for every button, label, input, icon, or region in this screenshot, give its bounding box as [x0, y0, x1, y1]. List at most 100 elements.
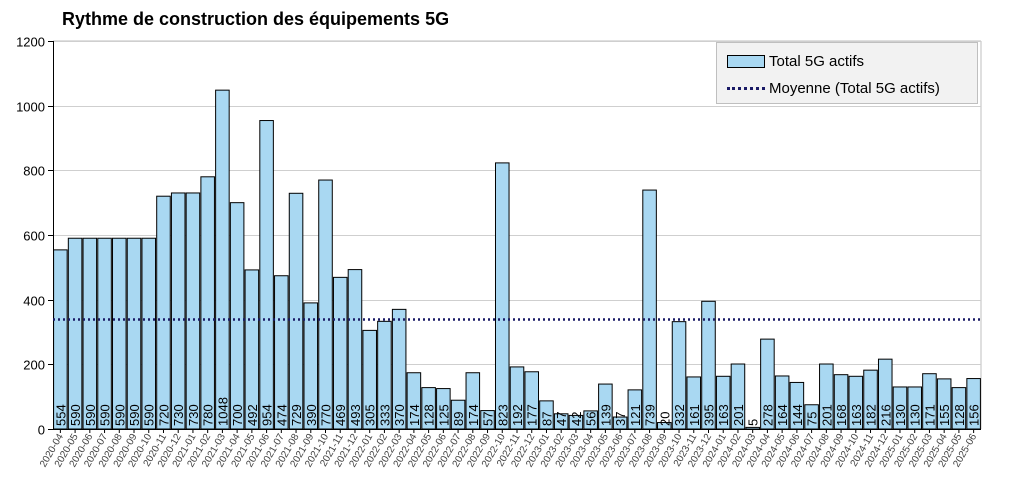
bar-value-label: 493 [348, 404, 363, 426]
bar-value-label: 182 [864, 404, 879, 426]
y-tick-label: 0 [38, 423, 45, 438]
legend-item-total: Total 5G actifs [727, 51, 864, 71]
y-tick-label: 1000 [16, 100, 45, 115]
bar-value-label: 720 [156, 404, 171, 426]
y-tick-label: 600 [23, 229, 45, 244]
bar-value-label: 163 [849, 404, 864, 426]
bar-series: 554 590 590 590 590 590 590 720 730 730 780 1048 700… [53, 89, 982, 430]
bar-value-label: 590 [83, 404, 98, 426]
bar-value-label: 390 [304, 404, 319, 426]
chart-title: Rythme de construction des équipements 5… [62, 9, 450, 29]
bar [259, 120, 274, 430]
bar-value-label: 139 [598, 404, 613, 426]
bar-value-label: 57 [481, 412, 496, 426]
bar-value-label: 121 [628, 404, 643, 426]
bar-value-label: 156 [967, 404, 982, 426]
bar-value-label: 730 [171, 404, 186, 426]
bar-value-label: 770 [319, 404, 334, 426]
bar [745, 426, 760, 430]
bar-value-label: 590 [68, 404, 83, 426]
y-tick-label: 1200 [16, 35, 45, 50]
bar-value-label: 492 [245, 404, 260, 426]
legend-line-swatch [727, 86, 765, 90]
bar-value-label: 590 [98, 404, 113, 426]
bar [97, 237, 112, 430]
bar-value-label: 5 [746, 419, 761, 426]
bar-value-label: 554 [53, 404, 68, 426]
bar-value-label: 174 [466, 404, 481, 426]
y-tick-label: 200 [23, 358, 45, 373]
bar [229, 202, 245, 430]
bar-value-label: 75 [805, 412, 820, 426]
bar-value-label: 171 [922, 404, 937, 426]
bar-value-label: 161 [687, 404, 702, 426]
bar-value-label: 370 [392, 404, 407, 426]
bar-value-label: 130 [908, 404, 923, 426]
bar-value-label: 590 [142, 404, 157, 426]
bar-value-label: 89 [451, 412, 466, 426]
bar-value-label: 780 [201, 404, 216, 426]
bar [288, 192, 304, 430]
legend: Total 5G actifs Moyenne (Total 5G actifs… [716, 42, 978, 104]
bar-value-label: 332 [672, 404, 687, 426]
bar-value-label: 144 [790, 404, 805, 426]
bar-value-label: 469 [333, 404, 348, 426]
bar-value-label: 56 [584, 412, 599, 426]
bar [185, 192, 201, 430]
bar-value-label: 130 [893, 404, 908, 426]
bar-value-label: 125 [436, 404, 451, 426]
legend-label-total: Total 5G actifs [769, 52, 865, 70]
bar-value-label: 333 [377, 404, 392, 426]
bar-value-label: 823 [495, 404, 510, 426]
bar-value-label: 395 [701, 404, 716, 426]
bar [642, 189, 657, 430]
bar-value-label: 42 [569, 412, 584, 426]
bar-value-label: 168 [834, 404, 849, 426]
bar-value-label: 729 [289, 404, 304, 426]
bar [200, 176, 215, 430]
bar-value-label: 590 [127, 404, 142, 426]
x-axis: 2020-042020-052020-062020-072020-082020-… [38, 429, 981, 469]
bar-value-label: 37 [613, 412, 628, 426]
bar [112, 237, 127, 430]
bar-value-label: 730 [186, 404, 201, 426]
y-tick-label: 400 [23, 294, 45, 309]
bar-value-label: 1048 [215, 397, 230, 426]
bar [141, 237, 157, 430]
bar [170, 192, 186, 430]
bar-value-label: 739 [643, 404, 658, 426]
bar-value-label: 216 [878, 404, 893, 426]
bar-value-label: 174 [407, 404, 422, 426]
bar-value-label: 155 [937, 404, 952, 426]
bar [82, 237, 98, 430]
bar-value-label: 164 [775, 404, 790, 426]
bar-value-label: 201 [731, 404, 746, 426]
bar-value-label: 163 [716, 404, 731, 426]
bar-value-label: 305 [363, 404, 378, 426]
bar-value-label: 192 [510, 404, 525, 426]
y-tick-label: 800 [23, 164, 45, 179]
bar-value-label: 128 [952, 404, 967, 426]
bar [67, 237, 83, 430]
bar-value-label: 87 [539, 412, 554, 426]
bar [318, 179, 333, 430]
legend-bar-swatch [727, 54, 765, 68]
bar-value-label: 954 [260, 404, 275, 426]
bar-value-label: 278 [760, 404, 775, 426]
y-axis: 0 200 400 600 800 1000 1200 [16, 35, 54, 438]
legend-label-mean: Moyenne (Total 5G actifs) [769, 79, 940, 97]
bar-value-label: 128 [422, 404, 437, 426]
bar-value-label: 590 [112, 404, 127, 426]
bar-value-label: 700 [230, 404, 245, 426]
legend-item-mean: Moyenne (Total 5G actifs) [727, 78, 940, 98]
bar [494, 162, 510, 430]
bar [126, 237, 142, 430]
bar-value-label: 47 [554, 412, 569, 426]
bar-value-label: 201 [819, 404, 834, 426]
bar-value-label: 177 [525, 404, 540, 426]
bar-value-label: 474 [274, 404, 289, 426]
bar [156, 195, 171, 430]
bar-value-label: 20 [657, 412, 672, 426]
bar [53, 249, 68, 430]
